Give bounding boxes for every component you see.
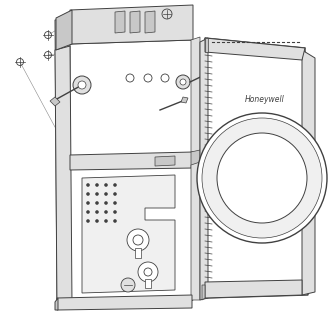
Circle shape	[113, 201, 117, 205]
Polygon shape	[191, 37, 200, 155]
Circle shape	[104, 210, 108, 214]
Polygon shape	[115, 11, 125, 33]
Circle shape	[126, 74, 134, 82]
Polygon shape	[58, 8, 192, 308]
Circle shape	[78, 81, 86, 89]
Circle shape	[113, 183, 117, 187]
Polygon shape	[57, 295, 192, 310]
Polygon shape	[70, 5, 193, 44]
Circle shape	[162, 9, 172, 19]
Circle shape	[86, 192, 90, 196]
Circle shape	[95, 201, 99, 205]
Polygon shape	[155, 156, 175, 166]
Polygon shape	[70, 165, 193, 305]
Polygon shape	[82, 175, 175, 293]
Polygon shape	[70, 40, 193, 158]
Polygon shape	[191, 150, 200, 168]
Circle shape	[161, 74, 169, 82]
Circle shape	[138, 262, 158, 282]
Circle shape	[113, 192, 117, 196]
Polygon shape	[181, 97, 188, 103]
Circle shape	[197, 113, 327, 243]
Circle shape	[86, 201, 90, 205]
Polygon shape	[50, 97, 60, 106]
Circle shape	[121, 278, 135, 292]
Circle shape	[127, 229, 149, 251]
Polygon shape	[205, 280, 302, 298]
Circle shape	[180, 79, 186, 85]
Circle shape	[104, 219, 108, 223]
Circle shape	[113, 210, 117, 214]
Polygon shape	[205, 38, 308, 298]
Polygon shape	[191, 162, 200, 300]
Circle shape	[95, 210, 99, 214]
Polygon shape	[70, 152, 193, 170]
Circle shape	[86, 210, 90, 214]
Polygon shape	[55, 298, 58, 310]
Polygon shape	[55, 18, 72, 302]
Circle shape	[113, 219, 117, 223]
Circle shape	[104, 192, 108, 196]
Circle shape	[86, 219, 90, 223]
Polygon shape	[135, 248, 141, 258]
Circle shape	[217, 133, 307, 223]
Circle shape	[86, 183, 90, 187]
Circle shape	[95, 219, 99, 223]
Circle shape	[73, 76, 91, 94]
Circle shape	[95, 192, 99, 196]
Circle shape	[202, 118, 322, 238]
Circle shape	[104, 201, 108, 205]
Text: Honeywell: Honeywell	[245, 95, 285, 104]
Polygon shape	[130, 11, 140, 33]
Polygon shape	[302, 50, 315, 295]
Polygon shape	[145, 11, 155, 33]
Polygon shape	[145, 279, 151, 288]
Polygon shape	[55, 46, 72, 308]
Polygon shape	[56, 10, 72, 50]
Circle shape	[95, 183, 99, 187]
Polygon shape	[202, 285, 205, 300]
Circle shape	[133, 235, 143, 245]
Circle shape	[176, 75, 190, 89]
Polygon shape	[205, 38, 208, 52]
Polygon shape	[205, 38, 305, 60]
Circle shape	[144, 74, 152, 82]
Polygon shape	[211, 68, 218, 74]
Polygon shape	[200, 38, 208, 300]
Circle shape	[104, 183, 108, 187]
Circle shape	[144, 268, 152, 276]
